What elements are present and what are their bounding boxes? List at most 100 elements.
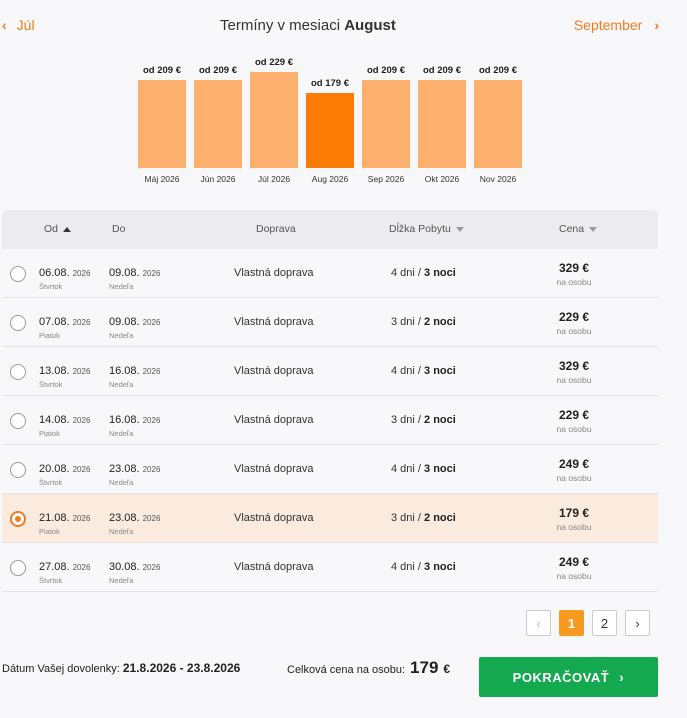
chevron-right-icon: › [619,669,625,685]
to-weekday: Nedeľa [109,478,134,487]
pagination-page-1[interactable]: 1 [559,610,584,636]
next-month-label: September [573,17,643,33]
term-radio[interactable] [10,364,26,380]
table-row[interactable]: 14.08. 2026 Piatok 16.08. 2026 Nedeľa Vlastná … [2,396,658,445]
sort-down-icon [589,226,598,232]
month-title-month: August [344,17,396,34]
bar-month-label: Nov 2026 [479,174,517,184]
bar-price-label: od 209 € [478,65,518,76]
from-date: 06.08. 2026 Štvrtok [39,263,90,291]
header-price[interactable]: Cena [559,223,598,235]
total-price-amount: 179 [410,658,439,677]
bar-column-3[interactable]: od 179 € Aug 2026 [306,0,354,184]
stay-days: 4 dni [391,365,415,377]
to-date-year: 2026 [142,416,161,425]
from-date-day: 21.08. [39,512,70,524]
prev-month-link[interactable]: ‹ Júl [2,17,35,33]
to-weekday: Nedeľa [109,576,134,585]
price-bar[interactable] [138,80,186,168]
stay-days: 3 dni [391,414,415,426]
table-header: Od Do Doprava Dĺžka Pobytu Cena [2,210,658,249]
bar-column-5[interactable]: od 209 € Okt 2026 [418,0,466,184]
price-per-person: na osobu [556,522,592,532]
price-cell: 229 € na osobu [542,408,606,434]
to-weekday: Nedeľa [109,527,134,536]
bar-month-label: Jún 2026 [200,174,236,184]
to-date: 09.08. 2026 Nedeľa [109,263,160,291]
price-bar[interactable] [194,80,242,168]
chevron-left-icon: ‹ [2,17,7,33]
to-date-day: 09.08. [109,267,140,279]
pagination-next-button[interactable]: › [625,610,650,636]
to-date-year: 2026 [142,318,161,327]
to-date: 16.08. 2026 Nedeľa [109,361,160,389]
from-date: 27.08. 2026 Štvrtok [39,557,90,585]
header-from[interactable]: Od [44,223,72,235]
price-per-person: na osobu [556,375,592,385]
price-value: 329 € [558,261,590,275]
stay-length: 4 dni / 3 noci [391,463,456,475]
table-row[interactable]: 13.08. 2026 Štvrtok 16.08. 2026 Nedeľa Vlastná… [2,347,658,396]
table-row[interactable]: 07.08. 2026 Piatok 09.08. 2026 Nedeľa Vlastná … [2,298,658,347]
stay-length: 3 dni / 2 noci [391,316,456,328]
month-title-prefix: Termíny v mesiaci [220,17,341,34]
price-value: 249 € [558,555,590,569]
transport-value: Vlastná doprava [234,316,314,328]
price-bar[interactable] [306,93,354,168]
header-transport: Doprava [256,223,296,235]
stay-nights: 2 noci [424,414,456,426]
table-row[interactable]: 20.08. 2026 Štvrtok 23.08. 2026 Nedeľa Vlastná… [2,445,658,494]
price-per-person: na osobu [556,277,592,287]
bar-column-1[interactable]: od 209 € Jún 2026 [194,0,242,184]
to-date-day: 23.08. [109,512,140,524]
price-bar[interactable] [250,72,298,168]
term-radio[interactable] [10,462,26,478]
pagination-prev-button[interactable]: ‹ [526,610,551,636]
from-date-year: 2026 [72,367,91,376]
bar-price-label: od 209 € [198,65,238,76]
transport-value: Vlastná doprava [234,463,314,475]
header-from-label: Od [44,223,59,235]
table-row[interactable]: 21.08. 2026 Piatok 23.08. 2026 Nedeľa Vlastná … [2,494,658,543]
from-date-day: 20.08. [39,463,70,475]
stay-length: 3 dni / 2 noci [391,512,456,524]
chevron-right-icon: › [654,17,659,33]
term-radio[interactable] [10,266,26,282]
from-weekday: Piatok [39,527,60,536]
to-date: 09.08. 2026 Nedeľa [109,312,160,340]
term-radio[interactable] [10,315,26,331]
transport-value: Vlastná doprava [234,512,314,524]
stay-length: 3 dni / 2 noci [391,414,456,426]
price-cell: 329 € na osobu [542,359,606,385]
header-stay[interactable]: Dĺžka Pobytu [389,223,464,235]
table-row[interactable]: 27.08. 2026 Štvrtok 30.08. 2026 Nedeľa Vlastná… [2,543,658,592]
price-per-person: na osobu [556,326,592,336]
to-date-year: 2026 [142,465,161,474]
bar-price-label: od 209 € [422,65,462,76]
bar-column-6[interactable]: od 209 € Nov 2026 [474,0,522,184]
term-radio[interactable] [10,413,26,429]
bar-column-4[interactable]: od 209 € Sep 2026 [362,0,410,184]
bar-month-label: Júl 2026 [257,174,291,184]
chevron-left-icon: ‹ [536,615,541,631]
next-month-link[interactable]: September › [574,17,659,33]
stay-nights: 3 noci [424,561,456,573]
stay-nights: 3 noci [424,267,456,279]
bar-column-0[interactable]: od 209 € Máj 2026 [138,0,186,184]
pagination-page-2[interactable]: 2 [592,610,617,636]
price-bar[interactable] [418,80,466,168]
price-bar[interactable] [474,80,522,168]
term-radio[interactable] [10,560,26,576]
continue-button[interactable]: POKRAČOVAŤ › [479,657,658,697]
table-row[interactable]: 06.08. 2026 Štvrtok 09.08. 2026 Nedeľa Vlastná… [2,249,658,298]
bar-column-2[interactable]: od 229 € Júl 2026 [250,0,298,184]
price-value: 329 € [558,359,590,373]
term-table-body: 06.08. 2026 Štvrtok 09.08. 2026 Nedeľa Vlastná… [2,249,658,592]
stay-nights: 2 noci [424,316,456,328]
price-bar[interactable] [362,80,410,168]
term-radio[interactable] [10,511,26,527]
price-cell: 229 € na osobu [542,310,606,336]
price-per-person: na osobu [556,424,592,434]
to-weekday: Nedeľa [109,331,134,340]
bar-price-label: od 209 € [142,65,182,76]
